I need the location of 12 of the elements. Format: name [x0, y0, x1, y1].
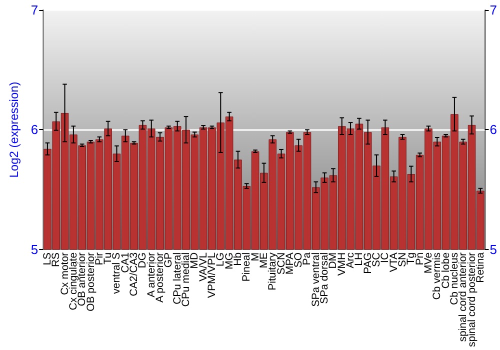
y2-tick-label: 5: [490, 242, 498, 257]
x-tick-label: A posterior: [154, 252, 166, 303]
y2-tick-label: 6: [490, 122, 498, 138]
x-tick-label: RS: [50, 252, 62, 268]
y-tick-label: 5: [30, 242, 38, 257]
y-axis-title: Log2 (expression): [7, 82, 21, 178]
y-tick-label: 7: [30, 2, 38, 18]
y2-tick-label: 7: [490, 2, 498, 18]
x-tick-label: OB posterior: [84, 252, 97, 312]
x-tick-label: Tg: [405, 252, 418, 265]
x-tick-label: DG: [136, 252, 149, 268]
y-tick-label: 6: [30, 122, 38, 138]
